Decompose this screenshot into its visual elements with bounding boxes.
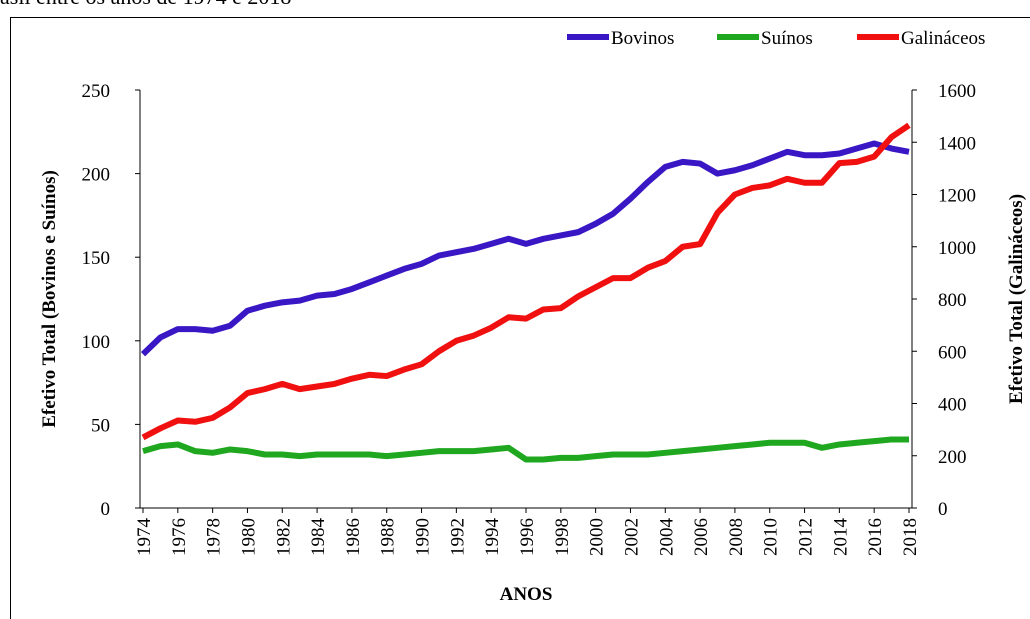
- legend-label: Bovinos: [611, 28, 674, 49]
- x-tick-label: 2018: [900, 518, 921, 556]
- x-tick-label: 2006: [691, 518, 712, 556]
- y-tick-label: 150: [82, 248, 111, 269]
- legend-label: Suínos: [761, 28, 813, 49]
- y-tick-label: 50: [91, 415, 110, 436]
- x-tick-label: 1974: [134, 518, 155, 557]
- y-tick-label: 100: [82, 332, 111, 353]
- x-tick-label: 2000: [587, 518, 608, 556]
- x-axis-title: ANOS: [500, 584, 553, 605]
- y-tick-label: 0: [101, 499, 111, 520]
- x-tick-label: 1986: [343, 518, 364, 556]
- y2-tick-label: 400: [938, 395, 967, 416]
- series-line: [141, 122, 911, 441]
- y-tick-label: 250: [82, 81, 111, 102]
- x-tick-label: 2002: [621, 518, 642, 556]
- legend-label: Galináceos: [901, 28, 985, 49]
- x-tick-label: 1984: [308, 518, 329, 557]
- x-tick-label: 1994: [482, 518, 503, 557]
- x-tick-label: 1992: [447, 518, 468, 556]
- chart-frame: [10, 17, 1030, 619]
- x-tick-label: 1978: [204, 518, 225, 556]
- x-tick-label: 2016: [865, 518, 886, 556]
- x-tick-label: 1976: [169, 518, 190, 556]
- x-tick-label: 1990: [413, 518, 434, 556]
- x-tick-label: 1996: [517, 518, 538, 556]
- x-tick-label: 1998: [552, 518, 573, 556]
- x-tick-label: 1988: [378, 518, 399, 556]
- y-axis-title: Efetivo Total (Bovinos e Suínos): [39, 170, 60, 428]
- x-tick-label: 2008: [726, 518, 747, 556]
- y2-tick-label: 600: [938, 342, 967, 363]
- x-tick-label: 2014: [830, 518, 851, 557]
- y2-tick-label: 1400: [938, 133, 976, 154]
- y2-tick-label: 800: [938, 290, 967, 311]
- x-tick-label: 1982: [273, 518, 294, 556]
- y2-tick-label: 1600: [938, 81, 976, 102]
- x-tick-label: 1980: [238, 518, 259, 556]
- y2-tick-label: 1200: [938, 186, 976, 207]
- series-line: [142, 436, 909, 463]
- x-tick-label: 2012: [796, 518, 817, 556]
- y2-tick-label: 1000: [938, 238, 976, 259]
- chart-title: asil entre os anos de 1974 e 2018: [0, 0, 291, 9]
- y2-axis-title: Efetivo Total (Galináceos): [1006, 194, 1027, 404]
- y2-tick-label: 0: [938, 499, 948, 520]
- y2-tick-label: 200: [938, 447, 967, 468]
- x-tick-label: 2010: [761, 518, 782, 556]
- x-tick-label: 2004: [656, 518, 677, 557]
- series-line: [140, 140, 910, 357]
- y-tick-label: 200: [82, 165, 111, 186]
